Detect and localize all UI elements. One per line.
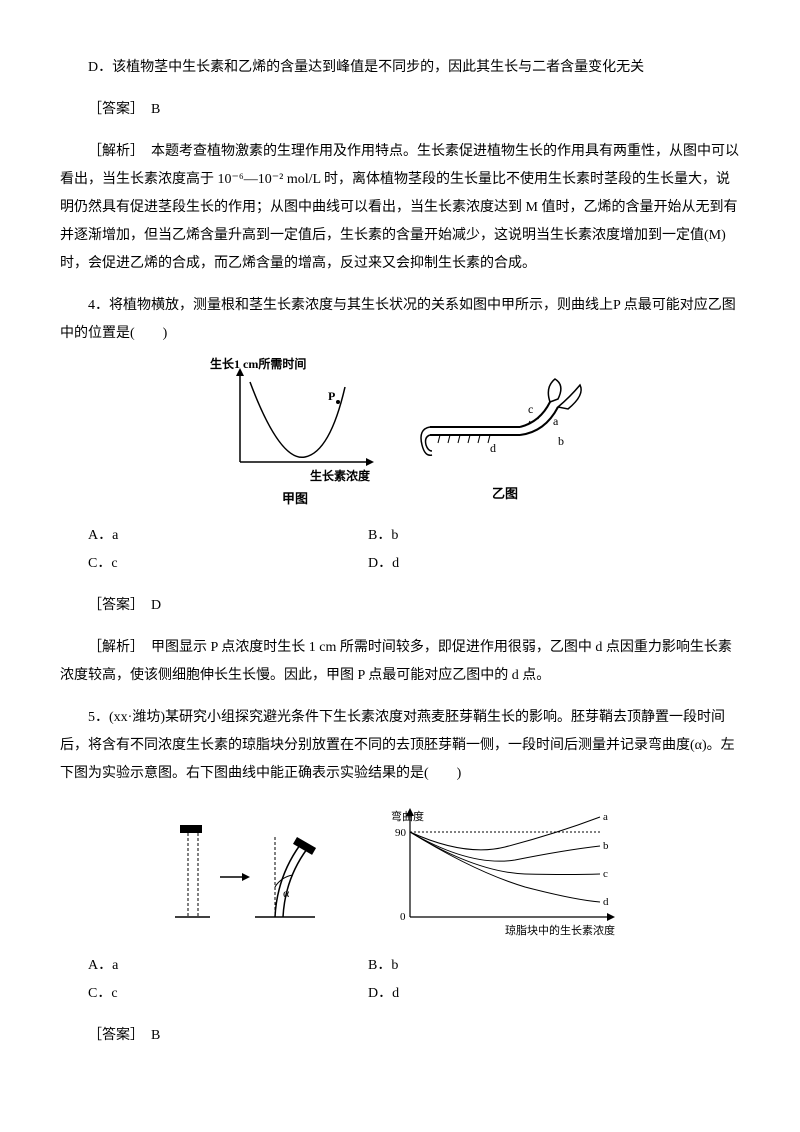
q5-opt-a: A．a [88, 952, 368, 980]
q5-series-d: d [603, 896, 609, 908]
q4-figures: P 生长1 cm所需时间 生长素浓度 甲图 [60, 362, 740, 512]
q5-chart-ylabel: 弯曲度 [391, 809, 424, 823]
q5-chart-y0: 0 [400, 911, 406, 923]
q5-opt-b: B．b [368, 952, 568, 980]
q3-answer: ［答案］ B [60, 96, 740, 124]
q5-figures: α 90 0 弯曲度 琼脂块中的生长素浓度 a b c d [60, 802, 740, 942]
q5-chart-xlabel: 琼脂块中的生长素浓度 [505, 923, 615, 937]
q4-fig1-caption: 甲图 [282, 486, 308, 512]
q5-stem: 5．(xx·潍坊)某研究小组探究避光条件下生长素浓度对燕麦胚芽鞘生长的影响。胚芽… [60, 704, 740, 788]
q5-alpha: α [283, 886, 290, 900]
q4-opt-c: C．c [88, 550, 368, 578]
q4-fig2-a: a [553, 414, 559, 428]
q4-stem: 4．将植物横放，测量根和茎生长素浓度与其生长状况的关系如图中甲所示，则曲线上P … [60, 292, 740, 348]
q4-fig1: P 生长1 cm所需时间 生长素浓度 甲图 [210, 362, 380, 512]
q3-analysis: ［解析］ 本题考查植物激素的生理作用及作用特点。生长素促进植物生长的作用具有两重… [60, 138, 740, 278]
q5-left-svg: α [165, 807, 335, 937]
q5-series-b: b [603, 840, 609, 852]
q5-answer: ［答案］ B [60, 1022, 740, 1050]
q3-option-d: D．该植物茎中生长素和乙烯的含量达到峰值是不同步的，因此其生长与二者含量变化无关 [60, 54, 740, 82]
q5-chart-y90: 90 [395, 827, 407, 839]
q4-analysis: ［解析］ 甲图显示 P 点浓度时生长 1 cm 所需时间较多，即促进作用很弱，乙… [60, 634, 740, 690]
q4-fig1-xlabel: 生长素浓度 [310, 464, 370, 488]
q4-opt-a: A．a [88, 522, 368, 550]
q4-answer: ［答案］ D [60, 592, 740, 620]
q4-fig2-b: b [558, 434, 564, 448]
q4-opt-b: B．b [368, 522, 568, 550]
q4-fig2-caption: 乙图 [492, 481, 518, 507]
q4-fig2-c: c [528, 402, 533, 416]
q5-series-a: a [603, 811, 608, 823]
q4-fig2: c a d b 乙图 [420, 367, 590, 507]
q4-fig1-ylabel: 生长1 cm所需时间 [210, 352, 306, 376]
q4-opt-d: D．d [368, 550, 568, 578]
q5-opt-c: C．c [88, 980, 368, 1008]
q4-fig2-svg: c a d b [420, 367, 590, 477]
q5-series-c: c [603, 868, 608, 880]
q4-fig2-d: d [490, 441, 496, 455]
q5-opt-d: D．d [368, 980, 568, 1008]
q5-chart-svg: 90 0 弯曲度 琼脂块中的生长素浓度 a b c d [375, 802, 635, 942]
q4-p-label: P [328, 389, 335, 403]
